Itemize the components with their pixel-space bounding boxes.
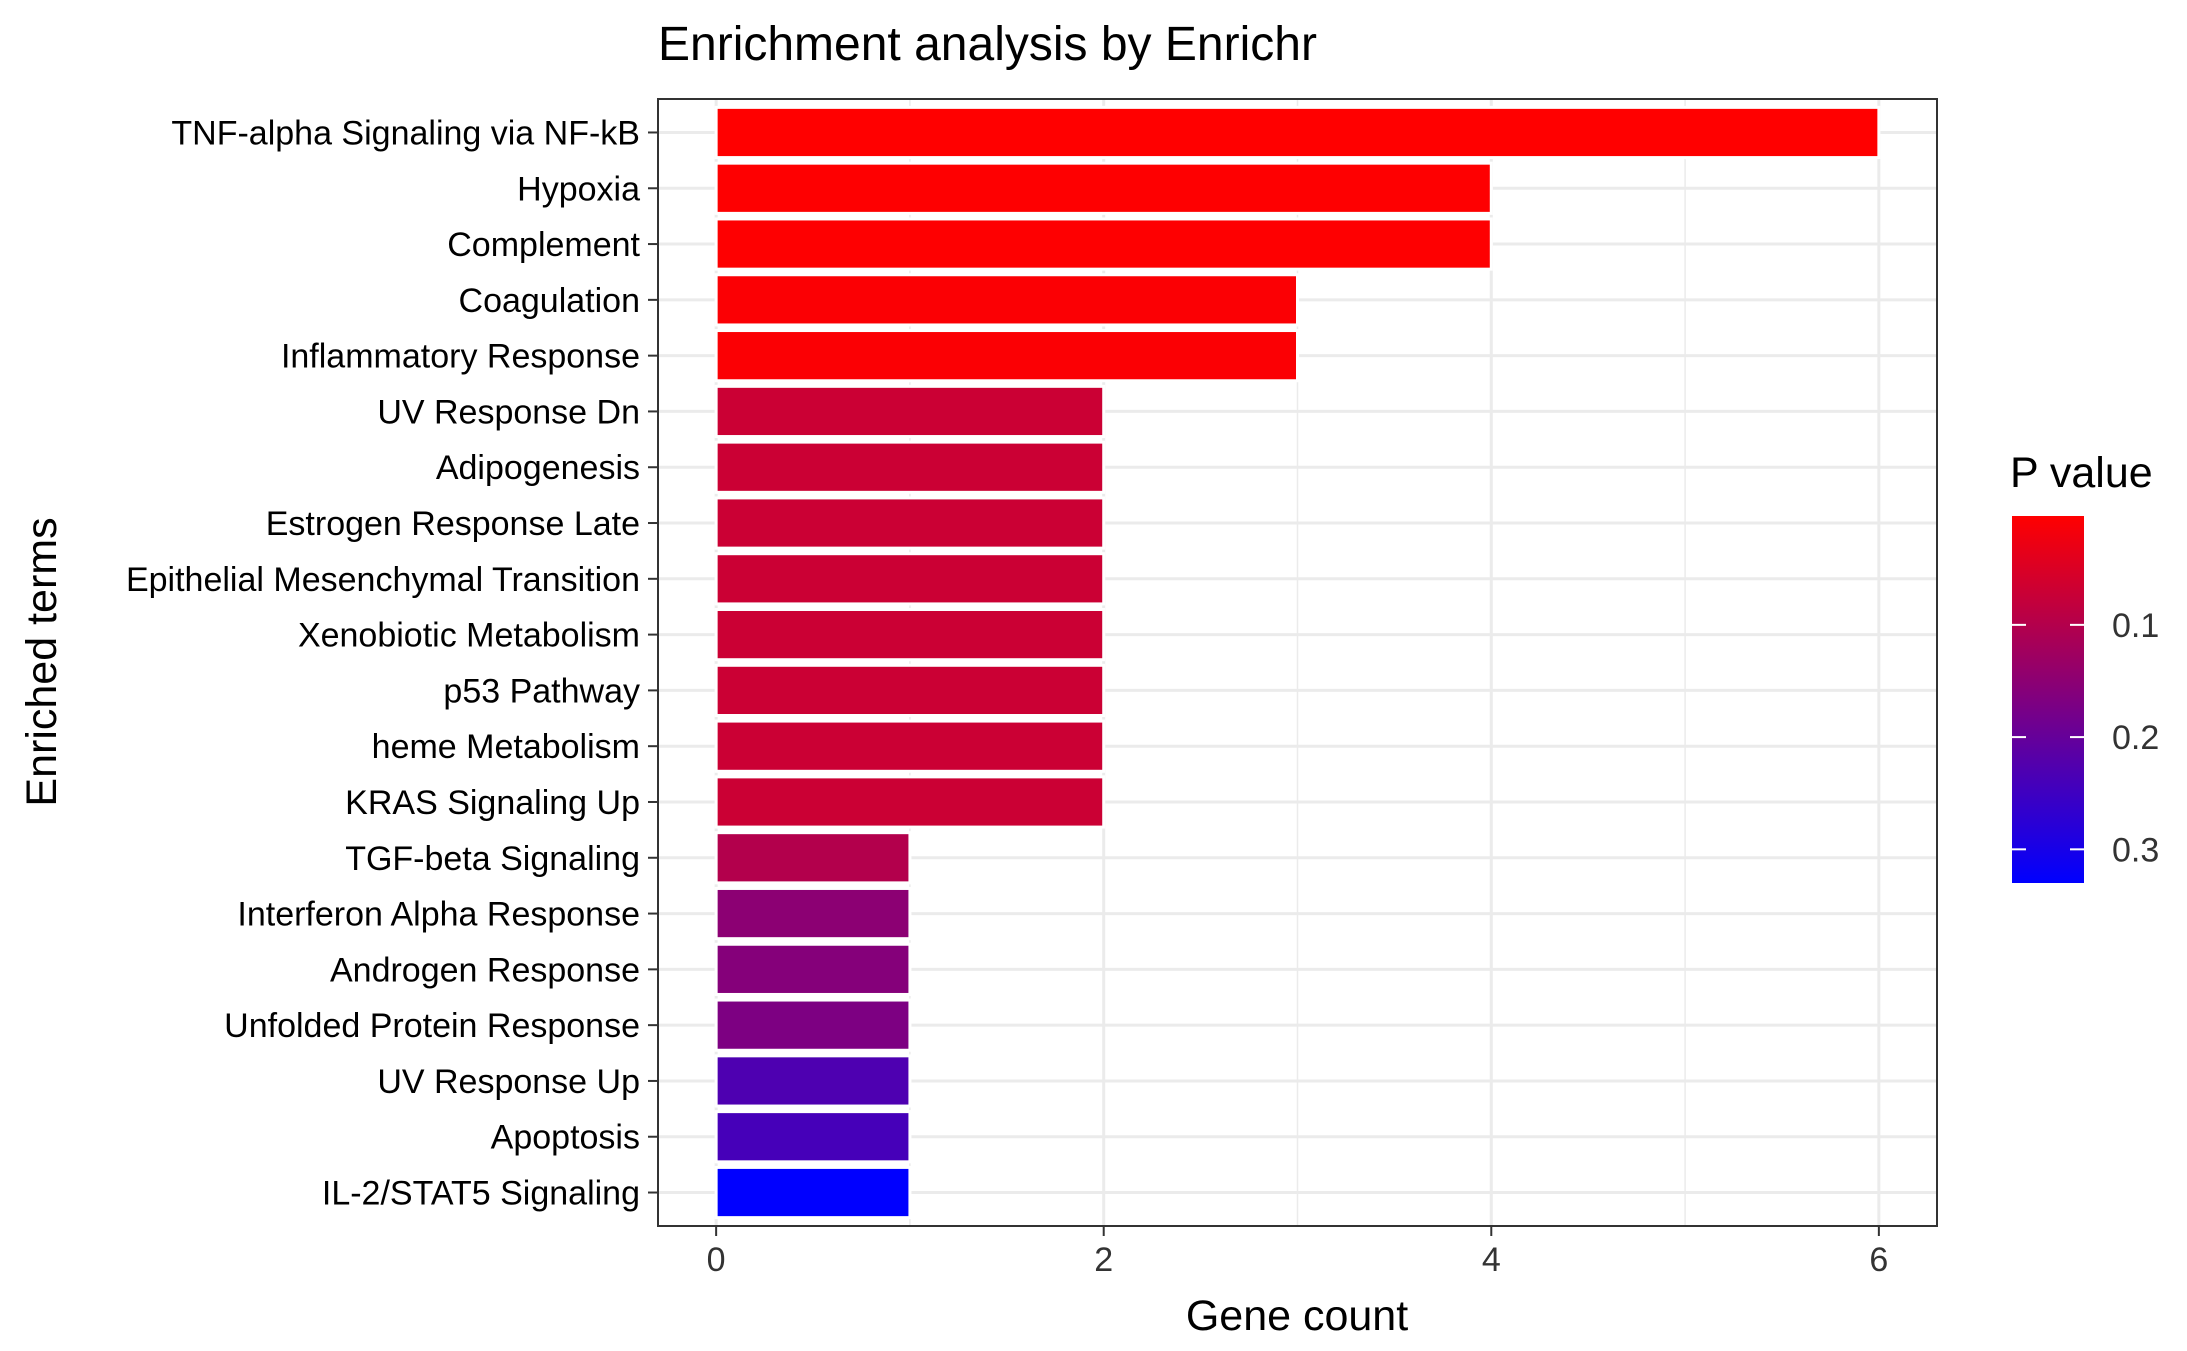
x-tick-label: 4 bbox=[1482, 1241, 1501, 1279]
y-axis: TNF-alpha Signaling via NF-kB Hypoxia Comp… bbox=[126, 114, 658, 1213]
y-tick-label: Unfolded Protein Response bbox=[224, 1007, 640, 1045]
bar bbox=[714, 273, 1299, 327]
x-axis: 0 2 4 6 bbox=[707, 1226, 1888, 1279]
bar bbox=[714, 831, 912, 885]
legend-colorbar bbox=[2012, 516, 2084, 883]
bar bbox=[714, 1110, 912, 1164]
y-tick-label: Coagulation bbox=[459, 282, 640, 320]
bar bbox=[714, 886, 912, 941]
legend-tick-label: 0.1 bbox=[2112, 607, 2159, 645]
y-tick-label: UV Response Dn bbox=[377, 393, 640, 431]
panel-border bbox=[657, 98, 1938, 1227]
y-tick-label: Androgen Response bbox=[330, 951, 640, 989]
y-tick-label: IL-2/STAT5 Signaling bbox=[322, 1175, 640, 1213]
y-axis-title: Enriched terms bbox=[18, 517, 66, 806]
y-tick-label: UV Response Up bbox=[377, 1063, 640, 1101]
bar bbox=[714, 552, 1106, 606]
y-tick-label: TGF-beta Signaling bbox=[345, 840, 640, 878]
bar bbox=[714, 719, 1106, 773]
bar bbox=[714, 998, 912, 1052]
y-tick-label: Inflammatory Response bbox=[281, 338, 640, 376]
legend-tick-label: 0.3 bbox=[2112, 831, 2159, 869]
bar bbox=[714, 775, 1106, 829]
y-tick-label: Xenobiotic Metabolism bbox=[298, 617, 640, 655]
y-tick-label: Epithelial Mesenchymal Transition bbox=[126, 561, 640, 599]
legend-title: P value bbox=[2010, 449, 2153, 497]
pvalue-legend: P value 0.1 0.2 0.3 bbox=[2010, 449, 2159, 883]
x-tick-label: 6 bbox=[1869, 1241, 1888, 1279]
y-tick-label: Complement bbox=[447, 226, 640, 264]
y-tick-label: KRAS Signaling Up bbox=[345, 784, 640, 822]
y-tick-label: Adipogenesis bbox=[436, 449, 640, 487]
legend-tick-label: 0.2 bbox=[2112, 719, 2159, 757]
bar bbox=[714, 105, 1881, 160]
y-tick-label: Apoptosis bbox=[491, 1119, 640, 1157]
x-tick-label: 0 bbox=[707, 1241, 726, 1279]
bars bbox=[714, 105, 1881, 1220]
bar bbox=[714, 607, 1106, 662]
bar bbox=[714, 1054, 912, 1108]
y-tick-label: Interferon Alpha Response bbox=[237, 896, 640, 934]
chart-title: Enrichment analysis by Enrichr bbox=[658, 18, 1317, 71]
bar bbox=[714, 496, 1106, 550]
y-tick-label: heme Metabolism bbox=[372, 728, 640, 766]
x-tick-label: 2 bbox=[1094, 1241, 1113, 1279]
bar bbox=[714, 161, 1493, 215]
bar bbox=[714, 942, 912, 996]
y-tick-label: p53 Pathway bbox=[443, 672, 640, 710]
y-tick-label: Estrogen Response Late bbox=[266, 505, 640, 543]
bar bbox=[714, 217, 1493, 271]
bar bbox=[714, 384, 1106, 439]
bar bbox=[714, 440, 1106, 494]
bar bbox=[714, 329, 1299, 383]
bar bbox=[714, 1165, 912, 1220]
bar bbox=[714, 663, 1106, 718]
y-tick-label: Hypoxia bbox=[517, 170, 640, 208]
x-axis-title: Gene count bbox=[1186, 1292, 1408, 1340]
y-tick-label: TNF-alpha Signaling via NF-kB bbox=[171, 114, 640, 152]
